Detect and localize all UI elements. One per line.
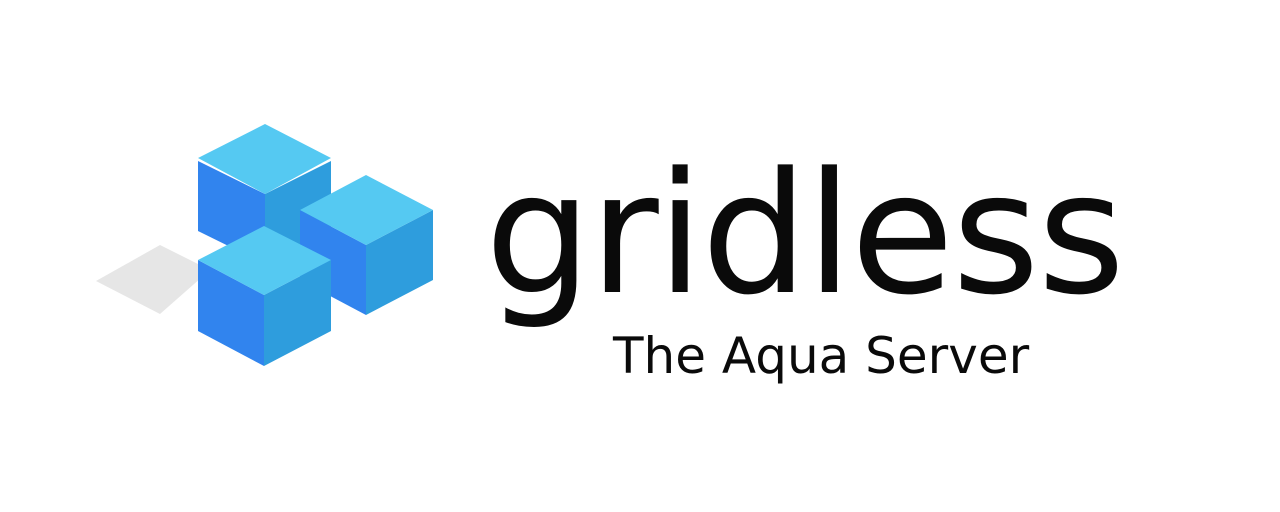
cube-front-top-face [198, 226, 331, 295]
cube-front [198, 226, 331, 366]
cube-back-top-face [198, 124, 331, 194]
isometric-cubes-icon [96, 124, 433, 366]
shadow-tile [96, 245, 210, 314]
brand-tagline: The Aqua Server [613, 327, 1030, 385]
cube-front-right-face [264, 260, 331, 366]
cube-right-top-face [300, 175, 433, 245]
cube-front-left-face [198, 260, 264, 366]
brand-name: gridless [485, 136, 1125, 332]
